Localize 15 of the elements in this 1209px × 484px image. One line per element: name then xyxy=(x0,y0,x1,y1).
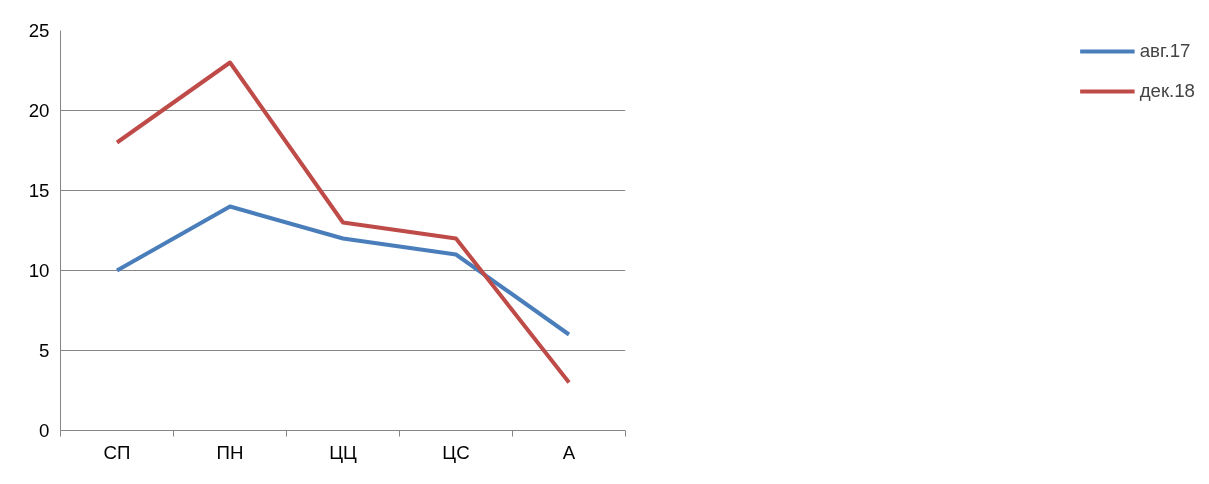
x-tick-label: А xyxy=(562,441,576,463)
x-tick-label: ПН xyxy=(216,441,244,463)
y-tick-label: 0 xyxy=(39,420,50,441)
y-tick-label: 5 xyxy=(39,340,50,361)
y-tick-label: 10 xyxy=(28,260,50,281)
line-series xyxy=(115,204,571,337)
x-tick-label: СП xyxy=(103,441,131,463)
y-tick-label: 20 xyxy=(28,100,50,121)
x-tick-label: ЦЦ xyxy=(329,441,357,463)
legend-label: дек.18 xyxy=(1139,80,1195,102)
y-tick-label: 15 xyxy=(28,180,50,201)
x-tick-label: ЦС xyxy=(442,441,470,463)
legend-label: авг.17 xyxy=(1139,40,1191,62)
y-tick-label: 25 xyxy=(28,20,50,41)
line-series xyxy=(115,60,571,385)
